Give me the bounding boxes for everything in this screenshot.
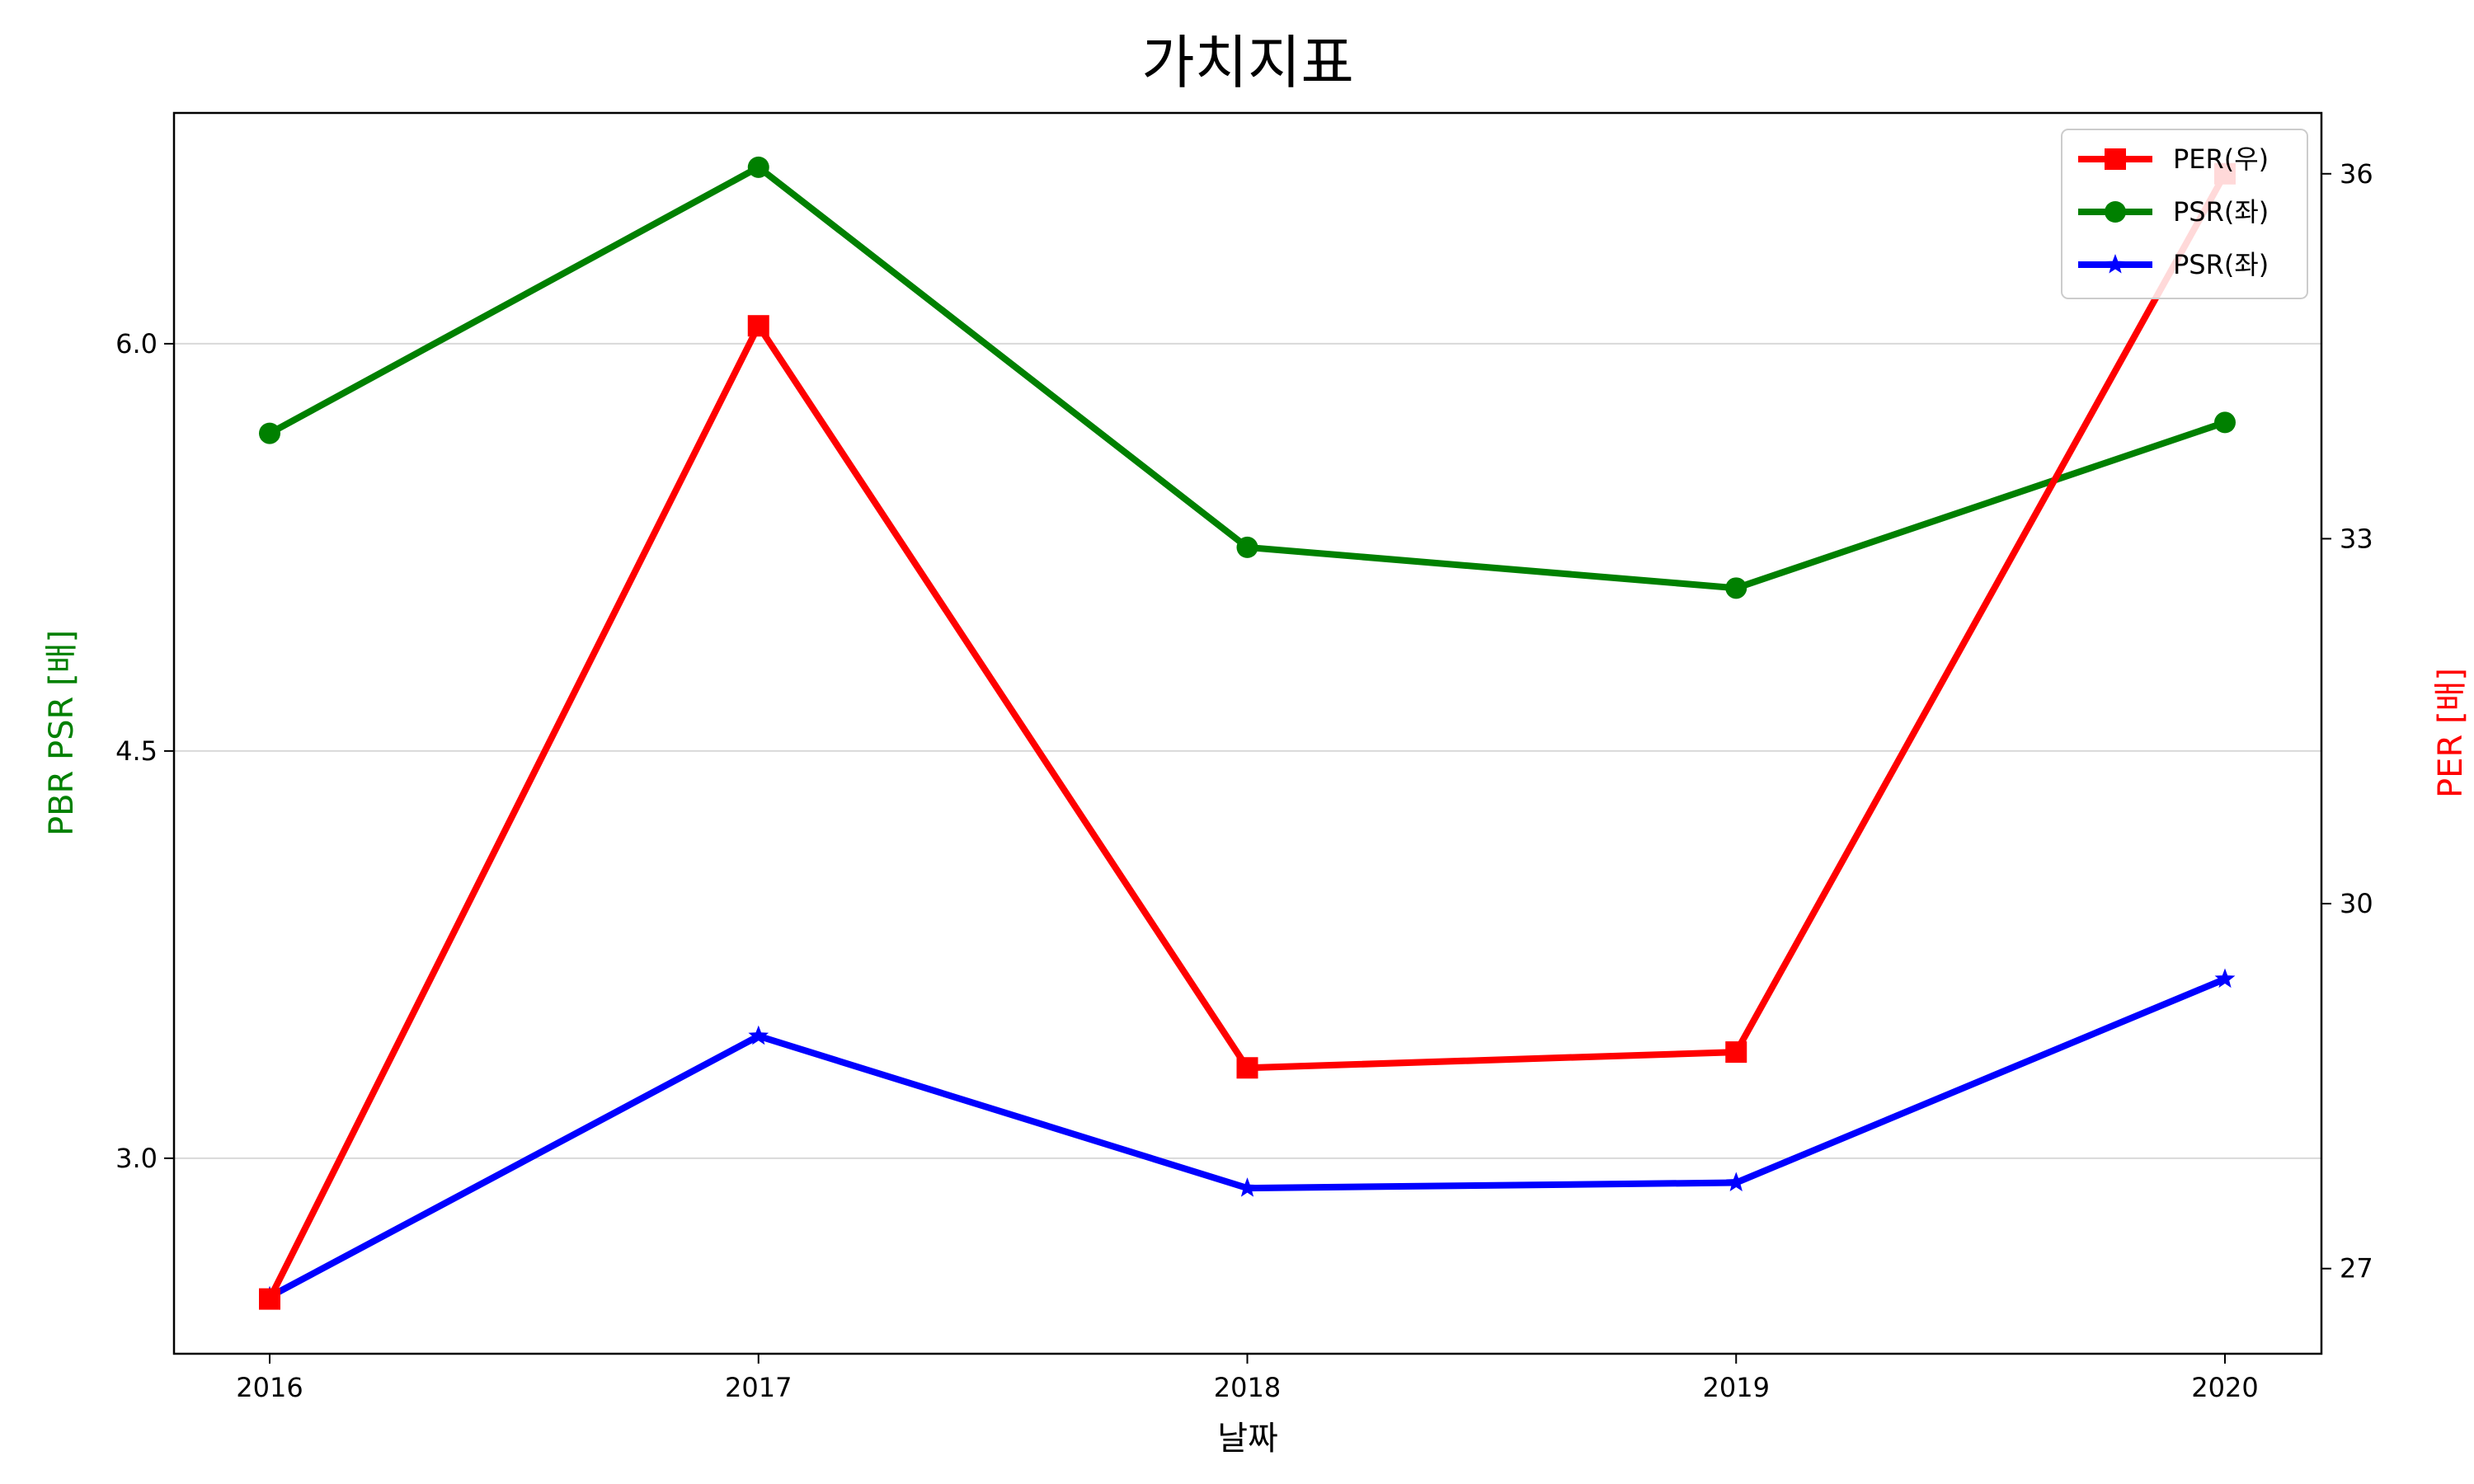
data-point [1725, 577, 1747, 599]
legend-box [2061, 129, 2308, 299]
legend-marker [2105, 148, 2126, 170]
y-tick-label-left: 6.0 [115, 328, 158, 359]
x-tick-label: 2019 [1703, 1372, 1770, 1403]
y-axis-left: 3.0 4.5 6.0 [115, 328, 174, 1174]
legend-item: PSR(좌) [2078, 196, 2269, 228]
y-axis-label-right: PER [배] [2432, 668, 2470, 798]
series-1 [259, 156, 2236, 599]
series-line [266, 163, 2228, 592]
y-tick-label-right: 27 [2340, 1253, 2373, 1284]
data-point [748, 1025, 769, 1045]
series-2 [259, 968, 2236, 1306]
data-point [1725, 1172, 1747, 1191]
data-point [2214, 968, 2236, 989]
data-point [1237, 1177, 1258, 1197]
legend-item: PSR(좌) [2078, 249, 2269, 280]
data-point [1725, 1041, 1747, 1064]
x-axis-label: 날짜 [1217, 1420, 1278, 1458]
x-tick-label: 2017 [725, 1372, 792, 1403]
legend: PER(우) PSR(좌) PSR(좌) [2061, 129, 2308, 299]
y-tick-label-left: 4.5 [115, 735, 158, 767]
legend-marker [2105, 201, 2126, 223]
grid-lines [174, 342, 2321, 1159]
legend-item: PER(우) [2078, 143, 2269, 175]
series-line [266, 975, 2228, 1300]
legend-label: PER(우) [2173, 143, 2269, 175]
plot-area-frame [172, 111, 2323, 1355]
series-line [266, 170, 2228, 1303]
data-point [747, 315, 769, 337]
data-point [1236, 1057, 1258, 1079]
y-axis-label-left: PBR PSR [배] [43, 630, 81, 836]
legend-marker [2105, 254, 2126, 274]
legend-label: PSR(좌) [2173, 249, 2269, 280]
x-tick-label: 2016 [236, 1372, 303, 1403]
y-tick-label-right: 33 [2340, 523, 2373, 554]
data-point [747, 156, 769, 178]
y-tick-label-right: 36 [2340, 158, 2373, 190]
y-tick-label-right: 30 [2340, 888, 2373, 919]
data-point [1236, 536, 1258, 558]
series-0 [259, 162, 2236, 1310]
x-axis: 2016 2017 2018 2019 2020 [236, 1354, 2259, 1403]
y-tick-label-left: 3.0 [115, 1143, 158, 1174]
legend-label: PSR(좌) [2173, 196, 2269, 228]
data-point [2214, 411, 2236, 434]
series-layer [259, 156, 2236, 1310]
data-point [259, 422, 280, 444]
x-tick-label: 2018 [1214, 1372, 1281, 1403]
chart-title: 가치지표 [1141, 29, 1354, 96]
y-axis-right: 27 30 33 36 [2321, 158, 2373, 1284]
x-tick-label: 2020 [2191, 1372, 2258, 1403]
data-point [259, 1288, 280, 1310]
